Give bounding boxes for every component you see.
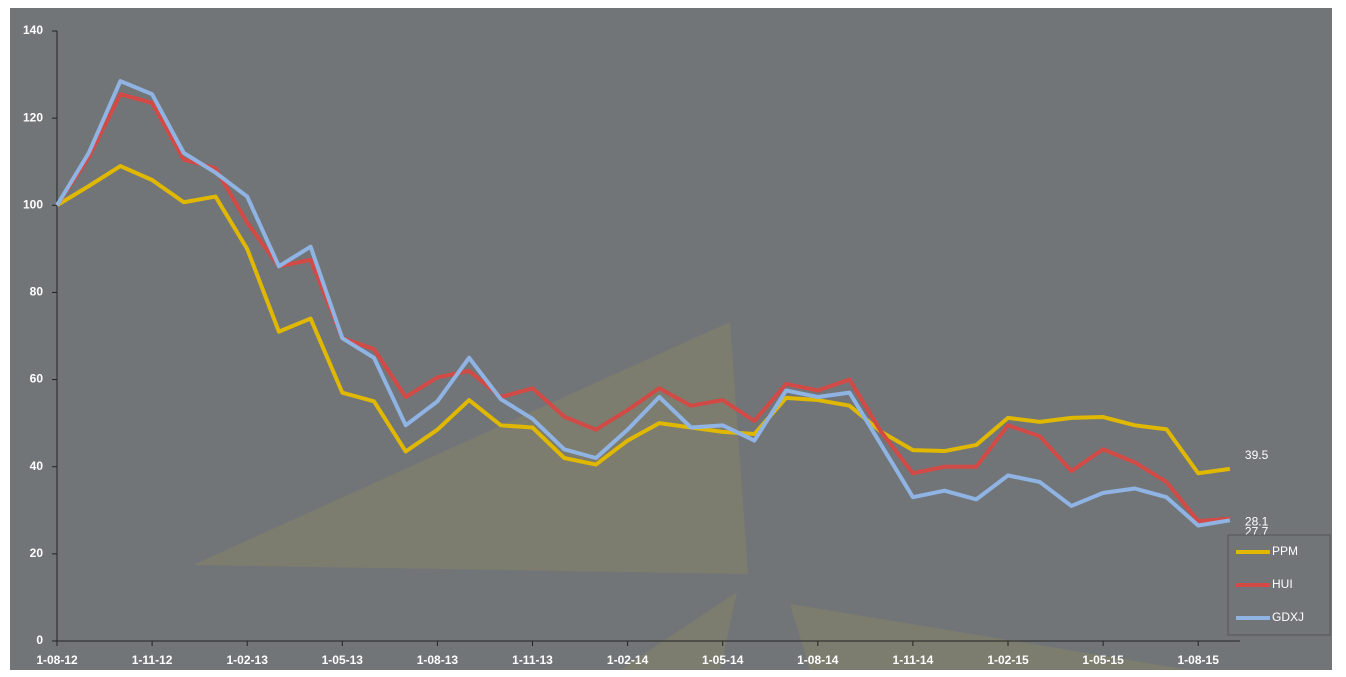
line-series: [55, 92, 1231, 524]
y-tick-label: 20: [30, 546, 44, 560]
end-label: 28.1: [1245, 515, 1269, 529]
x-tick-label: 1-05-14: [702, 653, 744, 667]
y-tick-label: 120: [23, 110, 43, 124]
legend-label: PPM: [1272, 544, 1298, 558]
x-tick-label: 1-05-13: [322, 653, 364, 667]
line-series: [55, 164, 1231, 476]
x-tick-label: 1-05-15: [1082, 653, 1124, 667]
x-tick-label: 1-11-14: [893, 653, 934, 667]
x-tick-label: 1-02-13: [227, 653, 269, 667]
y-tick-label: 60: [30, 372, 44, 386]
y-tick-label: 40: [30, 459, 44, 473]
decoration: [790, 604, 1190, 670]
end-label: 39.5: [1245, 448, 1269, 462]
x-tick-label: 1-08-14: [797, 653, 839, 667]
x-tick-label: 1-08-12: [36, 653, 78, 667]
y-tick-label: 140: [23, 23, 43, 37]
legend-box: [1227, 534, 1331, 636]
legend-label: GDXJ: [1272, 610, 1304, 624]
y-tick-label: 80: [30, 285, 44, 299]
legend-label: HUI: [1272, 577, 1293, 591]
x-tick-label: 1-02-14: [607, 653, 649, 667]
x-tick-label: 1-11-13: [512, 653, 553, 667]
x-tick-label: 1-08-13: [417, 653, 459, 667]
legend: PPM HUI GDXJ: [1227, 534, 1331, 636]
x-tick-label: 1-02-15: [987, 653, 1029, 667]
decoration: [620, 592, 737, 670]
y-tick-label: 0: [36, 633, 43, 647]
plot-background: [10, 8, 1332, 670]
end-label: 27.7: [1245, 524, 1269, 538]
line-series: [55, 79, 1231, 528]
y-tick-label: 100: [23, 197, 43, 211]
decoration: [193, 322, 748, 574]
x-tick-label: 1-08-15: [1178, 653, 1220, 667]
x-tick-label: 1-11-12: [132, 653, 173, 667]
